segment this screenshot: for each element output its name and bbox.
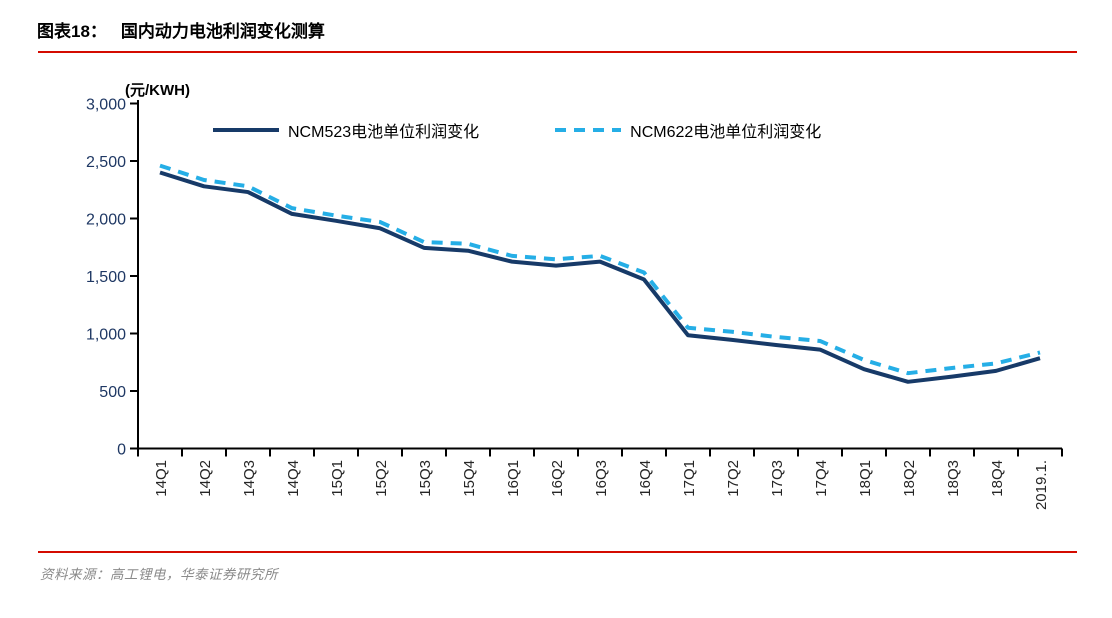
- x-tick-label: 16Q2: [549, 460, 566, 497]
- y-tick-label: 3,000: [86, 97, 126, 114]
- x-tick-label: 14Q4: [285, 460, 302, 497]
- y-tick-label: 2,500: [86, 154, 126, 171]
- y-tick-label: 2,000: [86, 212, 126, 229]
- x-tick-label: 16Q4: [637, 460, 654, 497]
- x-tick-label: 15Q3: [417, 460, 434, 497]
- chart-series-lines: [159, 163, 1041, 384]
- top-red-rule: [38, 51, 1077, 53]
- y-tick-label: 500: [99, 384, 126, 401]
- x-tick-label: 14Q3: [241, 460, 258, 497]
- x-tick-label: 17Q4: [813, 460, 830, 497]
- x-tick-label: 15Q1: [329, 460, 346, 497]
- y-tick-label: 1,500: [86, 269, 126, 286]
- x-tick-label: 15Q2: [373, 460, 390, 497]
- x-tick-label: 14Q1: [153, 460, 170, 497]
- x-tick-label: 15Q4: [461, 460, 478, 497]
- x-tick-label: 17Q3: [769, 460, 786, 497]
- legend-label-ncm622: NCM622电池单位利润变化: [630, 124, 822, 141]
- y-axis-unit-label: (元/KWH): [125, 82, 190, 99]
- x-tick-label: 18Q2: [901, 460, 918, 497]
- x-axis-labels: 14Q1 14Q2 14Q3 14Q4 15Q1 15Q2 15Q3 15Q4 16Q1 16Q2…: [153, 460, 1050, 510]
- x-tick-label: 17Q2: [725, 460, 742, 497]
- y-axis-labels: 0 500 1,000 1,500 2,000 2,500 3,000: [86, 97, 126, 459]
- y-tick-label: 1,000: [86, 327, 126, 344]
- x-tick-label: 16Q1: [505, 460, 522, 497]
- axis-lines: [137, 100, 1062, 450]
- x-tick-label: 17Q1: [681, 460, 698, 497]
- x-tick-label: 18Q3: [945, 460, 962, 497]
- x-tick-label: 16Q3: [593, 460, 610, 497]
- legend-item-ncm622: NCM622电池单位利润变化: [555, 118, 821, 142]
- ncm523-line-swatch: [213, 128, 279, 132]
- x-tick-label: 18Q4: [989, 460, 1006, 497]
- ncm622-line-swatch: [555, 128, 622, 132]
- ncm523-line: [159, 170, 1041, 384]
- legend-label-ncm523: NCM523电池单位利润变化: [288, 124, 480, 141]
- figure-title-row: 图表18： 国内动力电池利润变化测算: [37, 17, 325, 42]
- source-note: 资料来源：高工锂电，华泰证券研究所: [40, 567, 278, 583]
- x-tick-label: 14Q2: [197, 460, 214, 497]
- y-tick-label: 0: [117, 442, 126, 459]
- legend-item-ncm523: NCM523电池单位利润变化: [213, 118, 479, 142]
- bottom-red-rule: [38, 551, 1077, 553]
- figure-number-label: 图表18：: [37, 22, 107, 41]
- ncm622-line: [159, 163, 1041, 376]
- chart-legend: NCM523电池单位利润变化 NCM622电池单位利润变化: [213, 118, 821, 142]
- x-tick-label: 18Q1: [857, 460, 874, 497]
- axis-ticks: [130, 102, 1063, 457]
- figure-title: 国内动力电池利润变化测算: [120, 22, 325, 41]
- x-tick-label: 2019.1.: [1033, 460, 1050, 510]
